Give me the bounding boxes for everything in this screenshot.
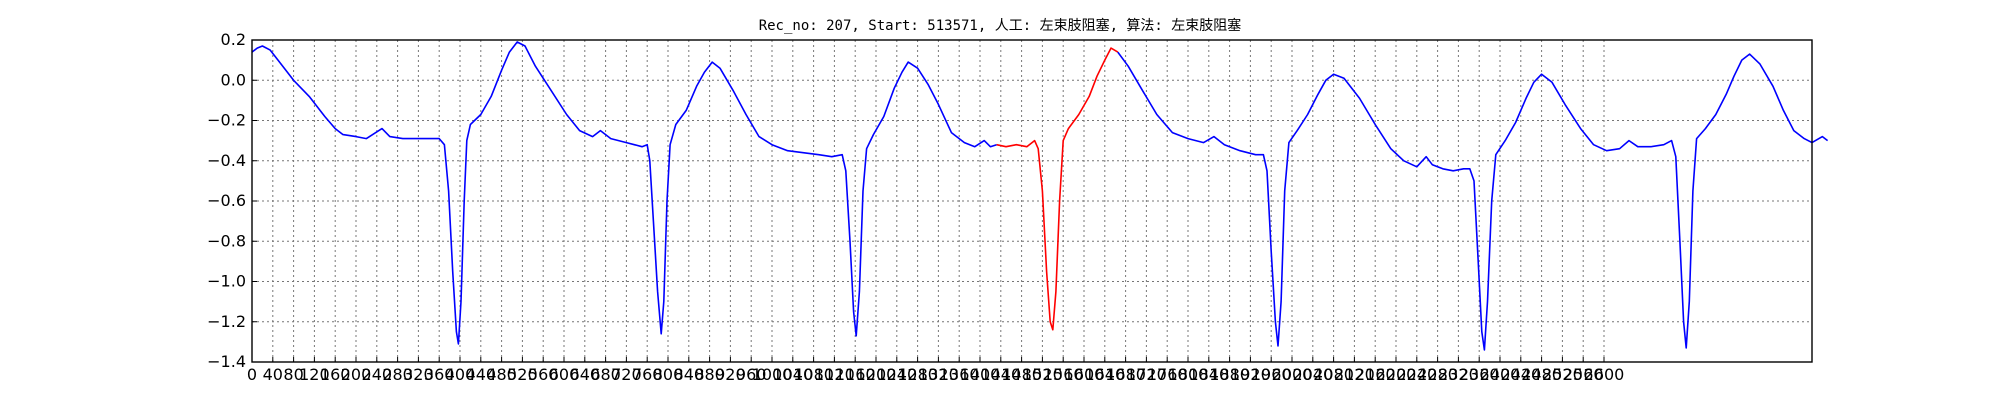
x-tick-label: 920 (715, 365, 746, 384)
x-tick-label: 1840 (1188, 365, 1229, 384)
x-tick-label: 240 (362, 365, 393, 384)
x-tick-label: 1720 (1126, 365, 1167, 384)
x-tick-label: 1800 (1168, 365, 1209, 384)
x-tick-label: 2120 (1334, 365, 1375, 384)
highlighted-beat-line (996, 47, 1119, 331)
x-tick-label: 2520 (1542, 365, 1583, 384)
x-tick-label: 2200 (1376, 365, 1417, 384)
x-tick-label: 0 (247, 365, 257, 384)
series-layer (251, 41, 1829, 351)
x-tick-label: 800 (653, 365, 684, 384)
y-tick-label: 0.0 (221, 70, 246, 89)
y-tick-label: 0.2 (221, 30, 246, 49)
x-tick-label: 1880 (1209, 365, 1250, 384)
x-tick-label: 1920 (1230, 365, 1271, 384)
x-tick-label: 1040 (772, 365, 813, 384)
x-tick-label: 280 (382, 365, 413, 384)
x-tick-label: 560 (528, 365, 559, 384)
x-tick-label: 2480 (1521, 365, 1562, 384)
x-tick-label: 1600 (1064, 365, 1105, 384)
x-tick-label: 1360 (939, 365, 980, 384)
y-tick-label: −1.2 (207, 312, 246, 331)
y-tick-label: −1.4 (207, 352, 246, 371)
x-tick-label: 2440 (1500, 365, 1541, 384)
x-tick-label: 600 (549, 365, 580, 384)
grid-layer (252, 40, 1812, 362)
x-tick-label: 2600 (1584, 365, 1625, 384)
x-tick-label: 80 (283, 365, 303, 384)
x-tick-label: 1480 (1001, 365, 1042, 384)
y-tick-layer: 0.2 0.0 −0.2 −0.4 −0.6 −0.8 −1.0 −1.2 −1.4 (207, 30, 257, 371)
x-tick-label: 760 (632, 365, 663, 384)
x-tick-label: 480 (486, 365, 517, 384)
x-tick-label: 2000 (1272, 365, 1313, 384)
x-tick-label: 1640 (1084, 365, 1125, 384)
x-tick-label: 1240 (876, 365, 917, 384)
x-tick-label: 2360 (1459, 365, 1500, 384)
x-tick-label: 1280 (897, 365, 938, 384)
y-tick-label: −0.4 (207, 151, 246, 170)
x-tick-label: 1760 (1147, 365, 1188, 384)
x-tick-layer: 0 40 8012016020024028032036040044048052056… (247, 357, 1624, 384)
x-tick-label: 2400 (1480, 365, 1521, 384)
x-tick-label: 1200 (856, 365, 897, 384)
x-tick-label: 40 (263, 365, 283, 384)
x-tick-label: 2560 (1563, 365, 1604, 384)
x-tick-label: 1400 (960, 365, 1001, 384)
x-tick-label: 1560 (1043, 365, 1084, 384)
x-tick-label: 2280 (1417, 365, 1458, 384)
x-tick-label: 680 (590, 365, 621, 384)
x-tick-label: 1000 (752, 365, 793, 384)
x-tick-label: 1440 (980, 365, 1021, 384)
x-tick-label: 1320 (918, 365, 959, 384)
y-tick-label: −0.6 (207, 191, 246, 210)
x-tick-label: 360 (424, 365, 455, 384)
x-tick-label: 320 (403, 365, 434, 384)
x-tick-label: 2240 (1396, 365, 1437, 384)
x-tick-label: 2080 (1313, 365, 1354, 384)
x-tick-label: 520 (507, 365, 538, 384)
y-tick-label: −0.8 (207, 231, 246, 250)
x-tick-label: 120 (299, 365, 330, 384)
x-tick-label: 2320 (1438, 365, 1479, 384)
ecg-signal-line (251, 41, 997, 345)
x-tick-label: 200 (341, 365, 372, 384)
x-tick-label: 720 (611, 365, 642, 384)
x-tick-label: 960 (736, 365, 767, 384)
x-tick-label: 1680 (1105, 365, 1146, 384)
x-tick-label: 840 (674, 365, 705, 384)
y-tick-label: −0.2 (207, 111, 246, 130)
x-tick-label: 640 (570, 365, 601, 384)
y-tick-label: −1.0 (207, 272, 246, 291)
x-tick-label: 1120 (814, 365, 855, 384)
x-tick-label: 2160 (1355, 365, 1396, 384)
ecg-signal-line (1117, 51, 1829, 351)
x-tick-label: 1960 (1251, 365, 1292, 384)
x-tick-label: 440 (466, 365, 497, 384)
x-tick-label: 400 (445, 365, 476, 384)
chart-title: Rec_no: 207, Start: 513571, 人工: 左束肢阻塞, 算… (759, 17, 1242, 34)
x-tick-label: 2040 (1292, 365, 1333, 384)
x-tick-label: 1520 (1022, 365, 1063, 384)
x-tick-label: 160 (320, 365, 351, 384)
x-tick-label: 1160 (835, 365, 876, 384)
x-tick-label: 880 (694, 365, 725, 384)
x-tick-label: 1080 (793, 365, 834, 384)
